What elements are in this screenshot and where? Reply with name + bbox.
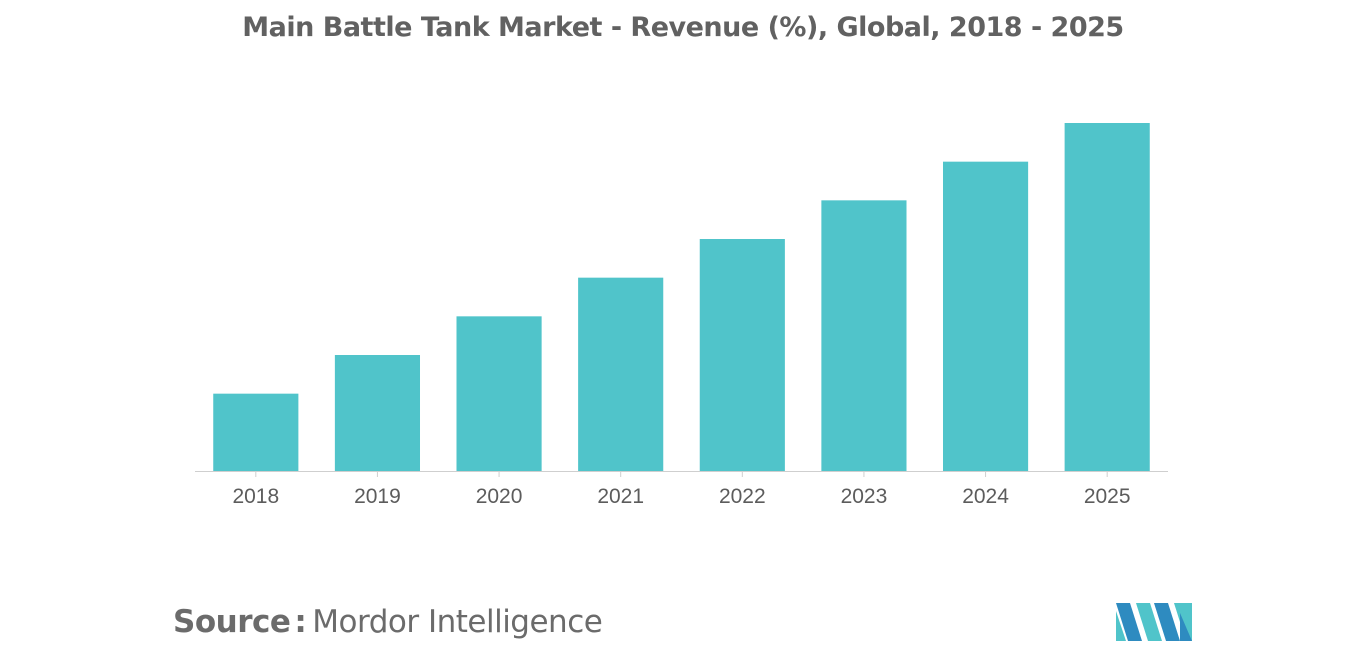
source-credit: Source: Mordor Intelligence [173,604,603,640]
bar-2025 [1064,123,1150,471]
x-tick-label-2018: 2018 [232,485,279,508]
bar-2024 [942,161,1029,471]
bar-chart: 2018 2019 2020 2021 2022 2023 2024 2025 [195,123,1168,508]
x-tick-label-2022: 2022 [719,485,766,508]
x-tick-label-2024: 2024 [962,485,1009,508]
bar-series [213,123,1150,472]
x-tick-label-2020: 2020 [476,485,523,508]
x-tick-label-2023: 2023 [841,485,888,508]
source-separator: : [294,604,307,640]
bar-2019 [334,355,421,471]
bar-2022 [699,239,785,471]
mordor-intelligence-logo-icon [1116,603,1192,641]
x-tick-label-2025: 2025 [1084,485,1131,508]
x-axis-ticks [255,471,1108,477]
x-tick-label-2019: 2019 [354,485,401,508]
bar-2021 [578,277,664,471]
x-tick-label-2021: 2021 [597,485,644,508]
bar-2018 [213,393,299,471]
bar-2020 [456,316,542,471]
x-axis-tick-labels: 2018 2019 2020 2021 2022 2023 2024 2025 [232,485,1130,508]
bar-2023 [821,200,907,472]
chart-title: Main Battle Tank Market - Revenue (%), G… [242,12,1124,43]
source-name: Mordor Intelligence [312,604,603,640]
source-label: Source [173,604,291,640]
